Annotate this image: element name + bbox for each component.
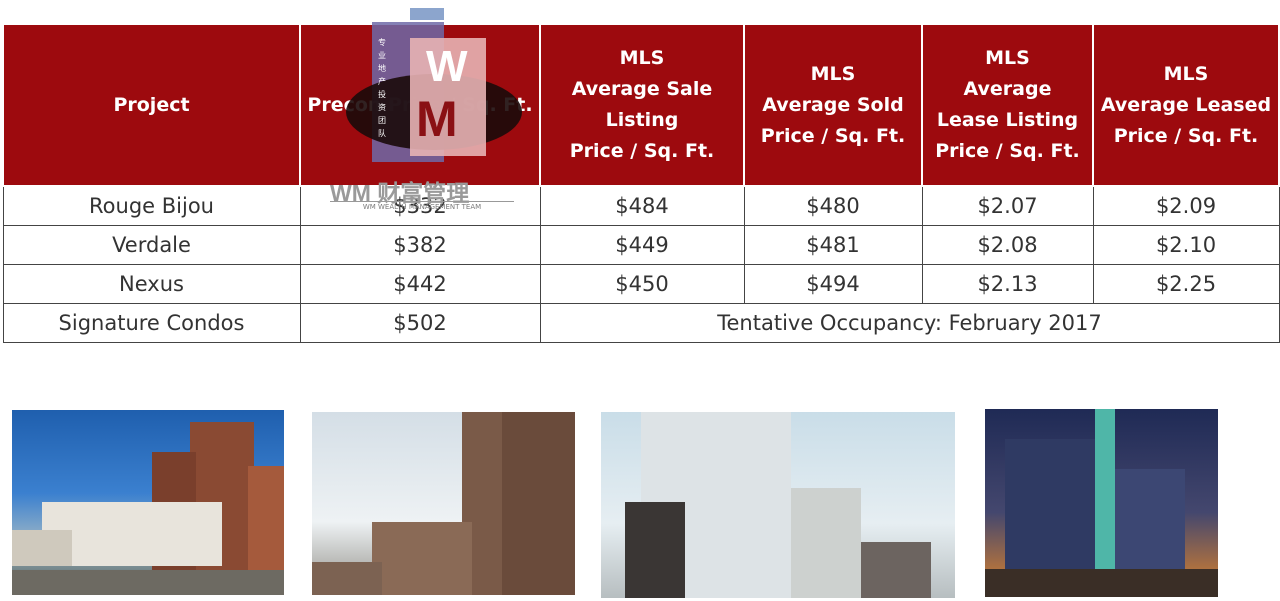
cell-precon: $332 [299, 185, 541, 226]
pricing-table: Project Precon Price / Sq. Ft. MLS Avera… [2, 23, 1280, 343]
header-row: Project Precon Price / Sq. Ft. MLS Avera… [2, 23, 1280, 187]
cell-precon: $502 [299, 303, 541, 343]
cell-avg-lease-listing: $2.07 [921, 185, 1094, 226]
cell-avg-sale-listing: $450 [539, 264, 745, 304]
header-mls-avg-lease-listing: MLS Average Lease Listing Price / Sq. Ft… [921, 23, 1094, 187]
cell-precon: $442 [299, 264, 541, 304]
cell-project: Verdale [2, 225, 301, 265]
cell-avg-leased: $2.25 [1092, 264, 1280, 304]
building-photo-verdale [312, 412, 575, 595]
table-row: Verdale $382 $449 $481 $2.08 $2.10 [2, 225, 1280, 265]
header-mls-avg-sold: MLS Average Sold Price / Sq. Ft. [743, 23, 923, 187]
building-photo-signature-condos [985, 409, 1218, 597]
cell-avg-leased: $2.10 [1092, 225, 1280, 265]
header-mls-avg-sale-listing: MLS Average Sale Listing Price / Sq. Ft. [539, 23, 745, 187]
cell-avg-sale-listing: $484 [539, 185, 745, 226]
table-row: Nexus $442 $450 $494 $2.13 $2.25 [2, 264, 1280, 304]
cell-avg-sold: $480 [743, 185, 923, 226]
header-mls-avg-leased: MLS Average Leased Price / Sq. Ft. [1092, 23, 1280, 187]
cell-avg-sold: $481 [743, 225, 923, 265]
building-photo-rouge-bijou [12, 410, 284, 595]
cell-project: Signature Condos [2, 303, 301, 343]
cell-avg-leased: $2.09 [1092, 185, 1280, 226]
cell-avg-lease-listing: $2.13 [921, 264, 1094, 304]
occupancy-note: Tentative Occupancy: February 2017 [539, 303, 1280, 343]
header-project: Project [2, 23, 301, 187]
table-row: Rouge Bijou $332 $484 $480 $2.07 $2.09 [2, 185, 1280, 226]
cell-precon: $382 [299, 225, 541, 265]
logo-shape [410, 8, 444, 20]
cell-project: Nexus [2, 264, 301, 304]
cell-avg-sold: $494 [743, 264, 923, 304]
cell-avg-lease-listing: $2.08 [921, 225, 1094, 265]
cell-project: Rouge Bijou [2, 185, 301, 226]
table-row: Signature Condos $502 Tentative Occupanc… [2, 303, 1280, 343]
header-precon-price: Precon Price / Sq. Ft. [299, 23, 541, 187]
building-photo-nexus [601, 412, 955, 598]
cell-avg-sale-listing: $449 [539, 225, 745, 265]
